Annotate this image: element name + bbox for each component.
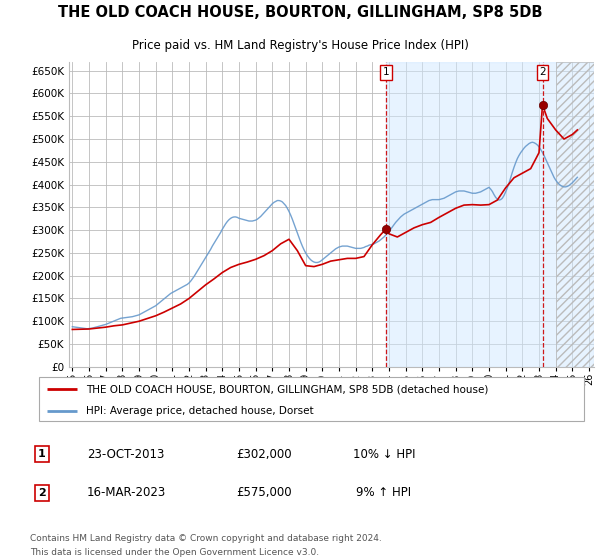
Text: 16-MAR-2023: 16-MAR-2023: [86, 486, 166, 499]
Text: 9% ↑ HPI: 9% ↑ HPI: [356, 486, 412, 499]
Text: 10% ↓ HPI: 10% ↓ HPI: [353, 448, 415, 461]
Text: 2: 2: [38, 488, 46, 498]
Text: Price paid vs. HM Land Registry's House Price Index (HPI): Price paid vs. HM Land Registry's House …: [131, 39, 469, 53]
Text: THE OLD COACH HOUSE, BOURTON, GILLINGHAM, SP8 5DB: THE OLD COACH HOUSE, BOURTON, GILLINGHAM…: [58, 6, 542, 20]
Text: 1: 1: [383, 67, 389, 77]
Text: £302,000: £302,000: [236, 448, 292, 461]
Text: HPI: Average price, detached house, Dorset: HPI: Average price, detached house, Dors…: [86, 406, 313, 416]
Text: This data is licensed under the Open Government Licence v3.0.: This data is licensed under the Open Gov…: [30, 548, 319, 557]
Text: Contains HM Land Registry data © Crown copyright and database right 2024.: Contains HM Land Registry data © Crown c…: [30, 534, 382, 543]
Text: 2: 2: [539, 67, 546, 77]
Text: 1: 1: [38, 449, 46, 459]
Text: 23-OCT-2013: 23-OCT-2013: [88, 448, 164, 461]
Text: £575,000: £575,000: [236, 486, 292, 499]
FancyBboxPatch shape: [39, 377, 584, 421]
Text: THE OLD COACH HOUSE, BOURTON, GILLINGHAM, SP8 5DB (detached house): THE OLD COACH HOUSE, BOURTON, GILLINGHAM…: [86, 385, 488, 394]
Bar: [386, 62, 594, 367]
